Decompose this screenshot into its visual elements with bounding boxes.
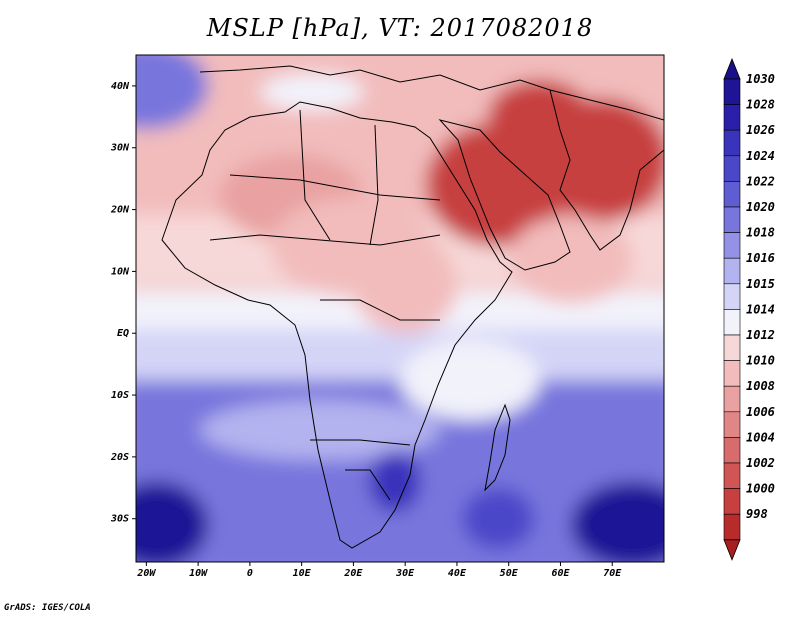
colorbar-label: 1026 [746,123,775,137]
pressure-cell-mascarene-high [570,481,664,562]
colorbar-swatch [723,513,741,541]
colorbar-swatch [723,360,741,387]
colorbar-label: 1008 [746,379,775,393]
colorbar-swatch [723,462,741,489]
colorbar-swatch [723,78,741,105]
colorbar-label: 1014 [746,302,775,316]
colorbar-swatch [723,155,741,182]
colorbar-label: 1010 [746,354,775,368]
lon-tick-label: 10E [293,568,312,579]
pressure-cell-east-africa-low [353,234,457,334]
lon-tick-label: 60E [551,568,570,579]
lon-tick-label: 50E [500,568,519,579]
lon-tick-label: 20E [343,568,363,579]
colorbar-swatch [723,411,741,438]
colorbar-swatch [723,309,741,336]
pressure-cell-azores-high [136,55,209,130]
colorbar-label: 1002 [746,456,775,470]
map-frame [135,54,665,563]
mozambique-channel [400,340,540,420]
lat-tick-label: 30S [110,514,129,525]
lon-tick-label: 0 [247,568,253,579]
pressure-field [136,55,664,562]
lon-tick-label: 20W [136,568,156,579]
border-southern-africa [310,439,411,446]
colorbar-swatch [723,232,741,259]
lon-tick-label: 40E [448,568,467,579]
colorbar-swatch [723,129,741,157]
colorbar-label: 1028 [746,98,775,112]
pressure-cell-arabian-sea-low [508,215,633,303]
lat-tick-label: EQ [117,328,129,339]
colorbar-label: 1018 [746,226,775,240]
border-libya-sudan [369,124,379,246]
border-sahara [229,174,441,201]
longitude-ticks: 20W 10W 0 10E 20E 30E 40E 50E 60E 70E [136,562,622,579]
colorbar-label: 1020 [746,200,775,214]
lat-tick-label: 10S [111,390,129,401]
colorbar-label: 1015 [746,277,775,291]
lat-tick-label: 10N [111,266,130,277]
colorbar-label: 1004 [746,430,775,444]
southern-africa-ridge [200,400,440,460]
pressure-cell-mediterranean [260,73,364,111]
colorbar-label: 1030 [746,72,775,86]
colorbar-label: 1006 [746,405,775,419]
colorbar-swatch [723,181,741,208]
map-area [136,55,664,562]
colorbar-label: 1012 [746,328,775,342]
arabia-coastline [438,119,571,271]
lon-tick-label: 70E [603,568,622,579]
colorbar-label: 998 [746,507,768,521]
colorbar-label: 1022 [746,174,775,188]
coastlines-and-borders [161,65,664,549]
south-asia-coastline [549,89,664,251]
colorbar-label: 1024 [746,149,775,163]
lon-tick-label: 10W [189,568,208,579]
colorbar-swatch [723,488,741,515]
pressure-cell-south-africa-high [368,450,421,513]
border-algeria-mali [299,109,331,241]
lon-tick-label: 30E [395,568,415,579]
colorbar-swatch [723,257,741,285]
africa-coastline [161,101,513,549]
border-central-africa [320,299,440,321]
colorbar-label: 1000 [746,482,775,496]
colorbar-swatch [723,385,741,413]
lat-tick-label: 30N [110,143,130,154]
colorbar-swatch [723,334,741,361]
colorbar-top-arrow [723,57,741,80]
colorbar-swatch [723,437,741,464]
lat-tick-label: 20N [110,205,130,216]
colorbar-swatch [723,206,741,233]
colorbar-bottom-arrow [723,539,741,561]
border-sahel [209,234,441,246]
pressure-cell-south-atlantic-high [136,481,209,562]
grads-credit: GrADS: IGES/COLA [4,603,91,613]
latitude-ticks: 40N 30N 20N 10N EQ 10S 20S 30S [110,81,136,525]
border-south-africa [345,469,391,501]
southern-europe-coastline [199,65,551,91]
colorbar: 1030 1028 1026 1024 1022 1020 1018 1016 1015 1014… [723,57,775,561]
lat-tick-label: 20S [110,452,129,463]
map-title: MSLP [hPa], VT: 2017082018 [206,14,594,42]
madagascar-coastline [484,403,511,492]
pressure-cell-indian-ocean-high [462,487,535,550]
colorbar-swatch [723,104,741,131]
lat-tick-label: 40N [111,81,130,92]
colorbar-swatch [723,283,741,310]
colorbar-label: 1016 [746,251,775,265]
pressure-cell-iran-low [488,79,592,154]
